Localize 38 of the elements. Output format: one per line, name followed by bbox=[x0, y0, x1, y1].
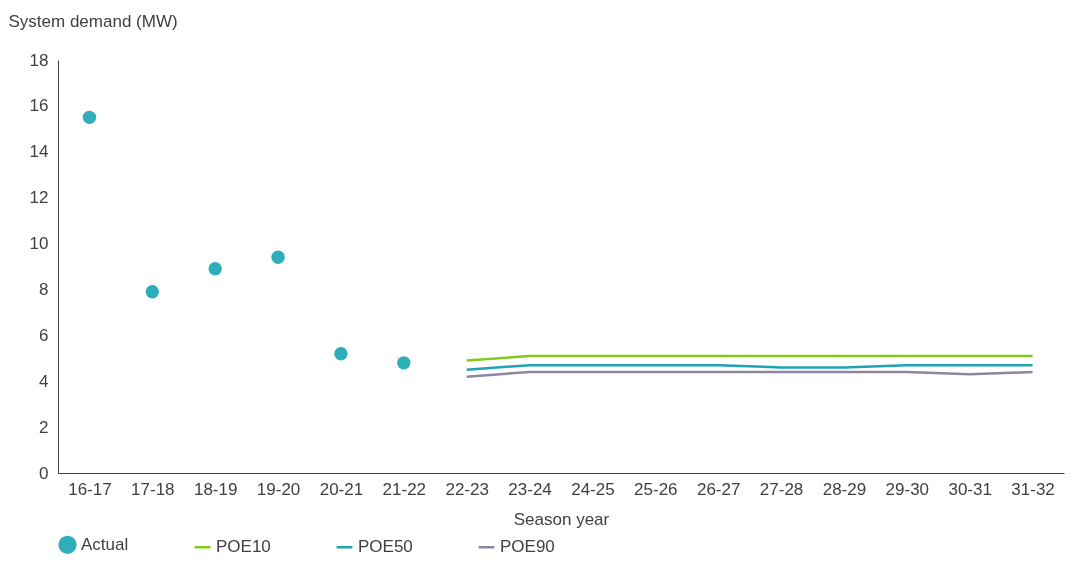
x-tick-label: 23-24 bbox=[508, 479, 552, 499]
x-axis-title: Season year bbox=[513, 509, 610, 529]
x-tick-label: 20-21 bbox=[319, 479, 364, 499]
y-tick-label: 12 bbox=[29, 188, 49, 208]
point bbox=[145, 285, 160, 299]
y-tick-label: 10 bbox=[29, 234, 49, 254]
y-tick-label: 0 bbox=[39, 463, 49, 483]
x-tick-label: 17-18 bbox=[131, 479, 175, 499]
x-tick-label: 30-31 bbox=[948, 479, 992, 499]
y-axis-title: System demand (MW) bbox=[8, 11, 178, 31]
point bbox=[397, 356, 411, 370]
x-tick-label: 19-20 bbox=[256, 479, 301, 499]
x-tick-label: 27-28 bbox=[759, 479, 804, 499]
x-tick-label: 28-29 bbox=[822, 479, 867, 499]
x-tick-label: 21-22 bbox=[382, 479, 427, 499]
x-tick-label: 31-32 bbox=[1011, 479, 1055, 499]
y-tick-label: 8 bbox=[39, 279, 49, 299]
y-tick-label: 18 bbox=[29, 50, 49, 70]
legend-label: POE10 bbox=[216, 537, 271, 557]
x-tick-label: 25-26 bbox=[634, 479, 678, 499]
x-tick-label: 26-27 bbox=[696, 479, 741, 499]
legend-label: Actual bbox=[81, 534, 129, 554]
point bbox=[208, 262, 222, 276]
x-tick-label: 16-17 bbox=[68, 479, 112, 499]
point bbox=[271, 250, 285, 265]
legend-label: POE90 bbox=[500, 537, 555, 557]
point bbox=[82, 110, 97, 125]
x-tick-label: 18-19 bbox=[193, 479, 238, 499]
y-tick-label: 14 bbox=[29, 142, 49, 162]
x-tick-label: 24-25 bbox=[571, 479, 615, 499]
x-tick-label: 29-30 bbox=[885, 479, 930, 499]
point bbox=[334, 346, 348, 361]
legend-label: POE50 bbox=[358, 537, 413, 557]
x-tick-label: 22-23 bbox=[445, 479, 489, 499]
y-tick-label: 16 bbox=[29, 96, 49, 116]
y-tick-label: 6 bbox=[39, 325, 49, 345]
y-tick-label: 2 bbox=[39, 417, 49, 437]
y-tick-label: 4 bbox=[39, 371, 49, 391]
